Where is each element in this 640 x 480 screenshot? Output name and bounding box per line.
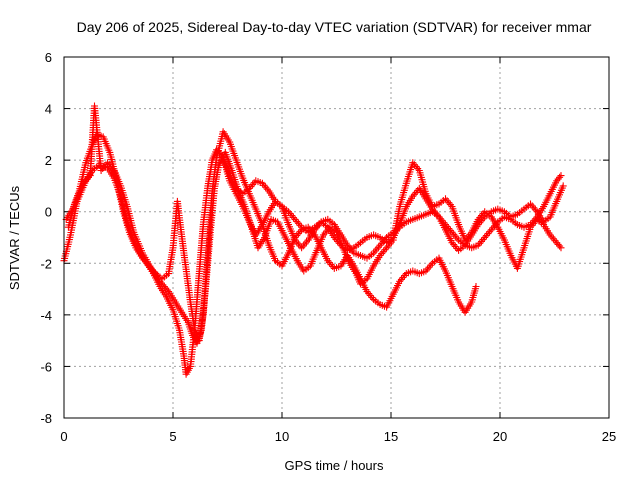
x-tick-label: 25 <box>602 429 616 444</box>
x-tick-label: 5 <box>169 429 176 444</box>
data-point-interp <box>160 283 168 290</box>
data-point-interp <box>163 286 171 294</box>
x-tick-labels: 0 5 10 15 20 25 <box>60 429 616 444</box>
plot-frame <box>63 56 610 419</box>
x-tick-label: 0 <box>60 429 67 444</box>
data-point-interp <box>556 173 564 181</box>
data-point-interp <box>157 279 165 287</box>
data-point <box>557 172 565 180</box>
y-axis-label: SDTVAR / TECUs <box>7 185 22 290</box>
y-tick-label: 2 <box>45 153 52 168</box>
data-point-interp <box>159 281 167 289</box>
y-tick-label: -8 <box>40 411 52 426</box>
series-layer <box>60 102 567 378</box>
y-tick-label: 4 <box>45 102 52 117</box>
data-point <box>553 177 561 185</box>
chart-title: Day 206 of 2025, Sidereal Day-to-day VTE… <box>77 19 592 35</box>
data-point <box>472 283 480 290</box>
data-point-interp <box>162 284 170 292</box>
y-tick-label: -2 <box>40 256 52 271</box>
y-tick-label: -6 <box>40 359 52 374</box>
series-track-3 <box>64 102 565 347</box>
series-track-1 <box>60 146 565 378</box>
grid-lines <box>64 57 609 418</box>
data-point-interp <box>554 240 562 248</box>
data-point <box>557 244 565 252</box>
data-point <box>559 182 567 190</box>
series-track-4 <box>219 154 567 254</box>
y-tick-label: 6 <box>45 50 52 65</box>
data-point-interp <box>556 242 564 250</box>
x-tick-label: 10 <box>275 429 289 444</box>
x-axis-label: GPS time / hours <box>285 458 384 473</box>
x-tick-label: 20 <box>493 429 507 444</box>
data-point <box>553 239 561 247</box>
y-tick-labels: -8 -6 -4 -2 0 2 4 6 <box>40 50 52 426</box>
x-tick-label: 15 <box>384 429 398 444</box>
y-tick-label: -4 <box>40 308 52 323</box>
y-tick-label: 0 <box>45 205 52 220</box>
